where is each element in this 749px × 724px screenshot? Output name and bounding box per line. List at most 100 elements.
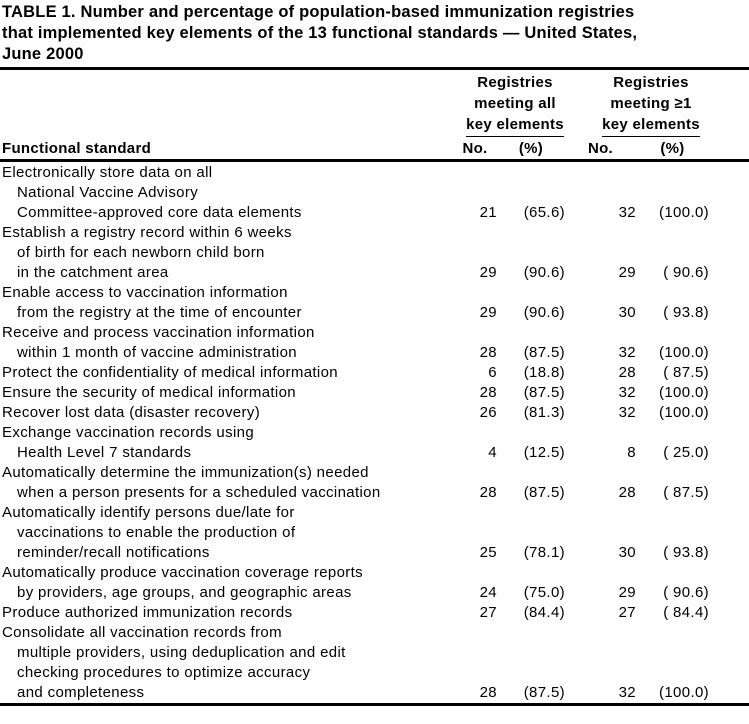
value-no-all: 29 bbox=[479, 304, 497, 321]
row-label-line: Health Level 7 standards bbox=[17, 444, 192, 461]
value-pct-all: (65.6) bbox=[523, 204, 565, 221]
value-pct-all: (78.1) bbox=[523, 544, 565, 561]
table-row: Electronically store data on all National… bbox=[0, 163, 749, 223]
value-pct-ge1: (100.0) bbox=[659, 684, 709, 701]
table-title: TABLE 1. Number and percentage of popula… bbox=[0, 0, 749, 65]
table-row: Recover lost data (disaster recovery) 26 (… bbox=[0, 403, 749, 423]
value-no-ge1: 32 bbox=[618, 404, 636, 421]
header-spacer bbox=[2, 72, 453, 137]
col-header-pct-ge1: (%) bbox=[660, 140, 685, 157]
value-pct-all: (84.4) bbox=[523, 604, 565, 621]
row-label-line: Automatically produce vaccination covera… bbox=[2, 564, 364, 581]
table-row: Automatically identify persons due/late … bbox=[0, 503, 749, 563]
row-label-line: Automatically identify persons due/late … bbox=[2, 504, 295, 521]
table-row: Automatically produce vaccination covera… bbox=[0, 563, 749, 603]
row-label: Electronically store data on all National… bbox=[2, 163, 453, 223]
row-label-line: multiple providers, using deduplication … bbox=[17, 644, 346, 661]
value-no-ge1: 32 bbox=[618, 204, 636, 221]
row-label: Produce authorized immunization records bbox=[2, 603, 453, 623]
row-label-line: Enable access to vaccination information bbox=[2, 284, 288, 301]
row-label: Automatically produce vaccination covera… bbox=[2, 563, 453, 603]
row-label: Consolidate all vaccination records from… bbox=[2, 623, 453, 703]
value-no-all: 25 bbox=[479, 544, 497, 561]
column-group-header-ge1: Registries meeting ≥1 key elements bbox=[579, 72, 723, 137]
value-pct-ge1: ( 87.5) bbox=[663, 484, 709, 501]
row-label-line: Ensure the security of medical informati… bbox=[2, 384, 296, 401]
value-no-ge1: 27 bbox=[618, 604, 636, 621]
table-title-line: June 2000 bbox=[2, 45, 84, 63]
divider-top bbox=[0, 67, 749, 70]
divider-bottom bbox=[0, 703, 749, 706]
row-label: Recover lost data (disaster recovery) bbox=[2, 403, 453, 423]
value-pct-all: (90.6) bbox=[523, 264, 565, 281]
row-label-line: Protect the confidentiality of medical i… bbox=[2, 364, 338, 381]
value-no-all: 28 bbox=[479, 344, 497, 361]
value-no-ge1: 28 bbox=[618, 484, 636, 501]
group-header-line: meeting all bbox=[474, 95, 556, 112]
col-header-no-all: No. bbox=[462, 140, 488, 157]
value-no-all: 24 bbox=[479, 584, 497, 601]
column-group-headers: Registries meeting all key elements Regi… bbox=[2, 72, 709, 137]
value-pct-all: (18.8) bbox=[523, 364, 565, 381]
value-pct-ge1: ( 90.6) bbox=[663, 264, 709, 281]
row-label-line: vaccinations to enable the production of bbox=[17, 524, 296, 541]
row-label-line: checking procedures to optimize accuracy bbox=[17, 664, 311, 681]
row-label: Receive and process vaccination informat… bbox=[2, 323, 453, 363]
value-pct-ge1: ( 87.5) bbox=[663, 364, 709, 381]
value-pct-all: (87.5) bbox=[523, 484, 565, 501]
value-no-ge1: 29 bbox=[618, 264, 636, 281]
value-pct-all: (12.5) bbox=[523, 444, 565, 461]
value-pct-all: (90.6) bbox=[523, 304, 565, 321]
table-body: Electronically store data on all National… bbox=[0, 162, 749, 703]
value-pct-ge1: ( 84.4) bbox=[663, 604, 709, 621]
divider-header bbox=[0, 159, 749, 162]
value-no-all: 29 bbox=[479, 264, 497, 281]
row-label: Protect the confidentiality of medical i… bbox=[2, 363, 453, 383]
row-label: Automatically determine the immunization… bbox=[2, 463, 453, 503]
row-label-line: Establish a registry record within 6 wee… bbox=[2, 224, 292, 241]
value-no-ge1: 30 bbox=[618, 304, 636, 321]
row-label: Establish a registry record within 6 wee… bbox=[2, 223, 453, 283]
row-label-line: and completeness bbox=[17, 684, 145, 701]
row-label-line: Recover lost data (disaster recovery) bbox=[2, 404, 261, 421]
row-label-line: Consolidate all vaccination records from bbox=[2, 624, 282, 641]
row-label-line: from the registry at the time of encount… bbox=[17, 304, 302, 321]
row-label-line: Produce authorized immunization records bbox=[2, 604, 293, 621]
row-label-line: by providers, age groups, and geographic… bbox=[17, 584, 352, 601]
value-pct-ge1: (100.0) bbox=[659, 204, 709, 221]
table-row: Enable access to vaccination information… bbox=[0, 283, 749, 323]
value-pct-all: (87.5) bbox=[523, 684, 565, 701]
value-no-ge1: 29 bbox=[618, 584, 636, 601]
row-label-line: Receive and process vaccination informat… bbox=[2, 324, 315, 341]
value-pct-ge1: (100.0) bbox=[659, 344, 709, 361]
group-header-line: Registries bbox=[613, 74, 689, 91]
table-row: Automatically determine the immunization… bbox=[0, 463, 749, 503]
row-label-line: of birth for each newborn child born bbox=[17, 244, 265, 261]
col-header-pct-all: (%) bbox=[518, 140, 544, 157]
group-header-line: key elements bbox=[579, 114, 723, 137]
value-pct-ge1: (100.0) bbox=[659, 384, 709, 401]
row-label: Ensure the security of medical informati… bbox=[2, 383, 453, 403]
value-pct-ge1: ( 90.6) bbox=[663, 584, 709, 601]
group-header-underlined-label: key elements bbox=[602, 114, 700, 137]
value-no-all: 27 bbox=[479, 604, 497, 621]
value-no-ge1: 8 bbox=[627, 444, 636, 461]
row-label-line: Automatically determine the immunization… bbox=[2, 464, 369, 481]
table-title-line: TABLE 1. Number and percentage of popula… bbox=[2, 3, 635, 21]
value-no-all: 28 bbox=[479, 384, 497, 401]
value-no-all: 21 bbox=[479, 204, 497, 221]
value-no-ge1: 32 bbox=[618, 384, 636, 401]
value-pct-ge1: ( 25.0) bbox=[663, 444, 709, 461]
column-group-header-all: Registries meeting all key elements bbox=[459, 72, 571, 137]
value-no-all: 28 bbox=[479, 684, 497, 701]
value-pct-all: (87.5) bbox=[523, 384, 565, 401]
value-pct-ge1: (100.0) bbox=[659, 404, 709, 421]
row-label-line: Exchange vaccination records using bbox=[2, 424, 255, 441]
row-label: Exchange vaccination records using Health… bbox=[2, 423, 453, 463]
value-no-all: 28 bbox=[479, 484, 497, 501]
value-pct-all: (75.0) bbox=[523, 584, 565, 601]
value-no-all: 6 bbox=[488, 364, 497, 381]
value-pct-all: (81.3) bbox=[523, 404, 565, 421]
group-header-line: meeting ≥1 bbox=[610, 95, 692, 112]
